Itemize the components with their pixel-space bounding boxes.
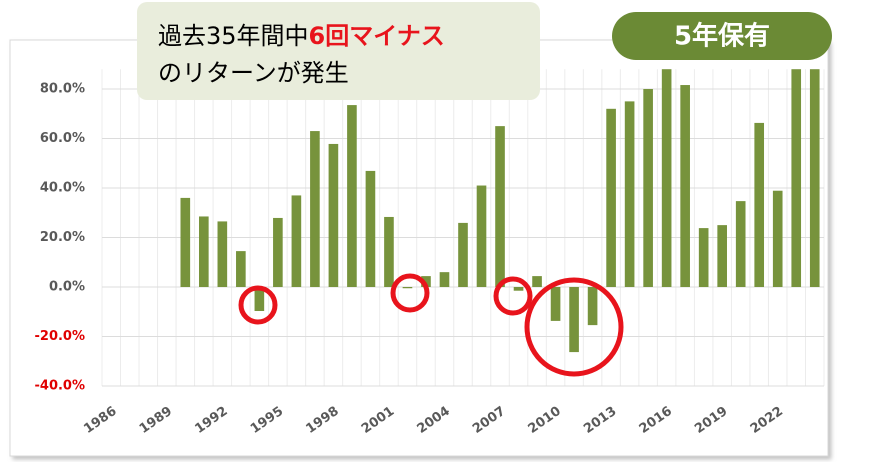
y-tick-label: -40.0% bbox=[35, 379, 86, 394]
bar bbox=[421, 276, 431, 287]
bar bbox=[328, 143, 339, 287]
bar bbox=[569, 287, 579, 353]
y-tick-label: 60.0% bbox=[40, 131, 85, 146]
bar bbox=[791, 69, 802, 287]
y-tick-label: 20.0% bbox=[40, 230, 85, 245]
bar bbox=[606, 108, 616, 287]
callout-box bbox=[137, 2, 540, 100]
bar bbox=[717, 225, 727, 287]
bar bbox=[495, 126, 505, 287]
bar bbox=[291, 195, 302, 287]
bar bbox=[809, 69, 820, 287]
bar bbox=[680, 85, 690, 287]
callout-before: 過去35年間中 bbox=[158, 22, 309, 50]
bar bbox=[236, 251, 246, 287]
bar bbox=[643, 89, 653, 287]
chart-frame bbox=[9, 39, 829, 457]
bar bbox=[180, 197, 191, 287]
bar bbox=[458, 222, 468, 287]
bar bbox=[661, 69, 672, 287]
bar bbox=[402, 287, 413, 289]
bar bbox=[550, 287, 561, 321]
highlight-circle bbox=[238, 285, 278, 325]
bar bbox=[199, 216, 209, 287]
bar bbox=[310, 131, 320, 287]
bar bbox=[735, 201, 746, 287]
highlight-circle bbox=[493, 276, 533, 316]
badge-text: 5年保有 bbox=[674, 21, 770, 52]
bar bbox=[254, 287, 265, 312]
bar bbox=[217, 221, 228, 287]
y-tick-label: 40.0% bbox=[40, 181, 85, 196]
bar bbox=[624, 101, 635, 287]
bar bbox=[476, 185, 487, 287]
bar bbox=[754, 122, 765, 287]
bar bbox=[365, 170, 376, 287]
bar bbox=[513, 287, 524, 291]
y-tick-label: -20.0% bbox=[35, 329, 86, 344]
bar bbox=[772, 190, 783, 287]
bar bbox=[273, 217, 283, 287]
bar bbox=[698, 228, 709, 287]
callout-text: 過去35年間中6回マイナス bbox=[158, 22, 445, 50]
y-tick-label: 80.0% bbox=[40, 82, 85, 97]
highlight-circle bbox=[390, 273, 430, 313]
badge bbox=[612, 12, 832, 60]
bar bbox=[439, 272, 450, 287]
bar bbox=[587, 287, 598, 326]
callout-after: のリターンが発生 bbox=[158, 59, 349, 87]
bar bbox=[532, 276, 542, 287]
bar bbox=[347, 105, 357, 288]
y-tick-label: 0.0% bbox=[49, 280, 85, 295]
bar bbox=[384, 216, 394, 287]
callout-highlight: 6回マイナス bbox=[309, 22, 445, 50]
highlight-circle bbox=[524, 277, 624, 377]
